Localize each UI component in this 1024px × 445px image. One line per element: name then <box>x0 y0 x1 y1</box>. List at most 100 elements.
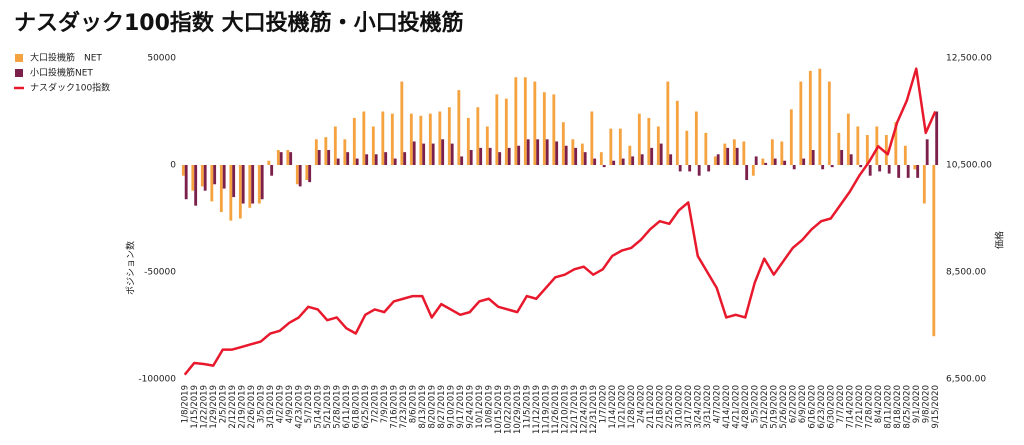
bar <box>675 100 679 165</box>
bar <box>697 165 701 176</box>
x-tick-label: 12/24/2019 <box>579 385 589 434</box>
x-tick-label: 7/28/2020 <box>864 385 874 429</box>
x-tick-label: 7/23/2019 <box>399 385 409 429</box>
bar <box>289 152 293 165</box>
y-axis-label: ポジション数 <box>125 241 137 295</box>
bar <box>647 117 651 165</box>
bar <box>764 162 768 165</box>
x-tick-label: 7/7/2020 <box>836 385 846 423</box>
x-tick-label: 2/11/2020 <box>646 385 656 429</box>
x-tick-label: 12/10/2019 <box>560 385 570 434</box>
bar <box>897 165 901 178</box>
bar <box>314 139 318 165</box>
x-tick-label: 2/4/2020 <box>636 385 646 423</box>
bar <box>818 68 822 165</box>
bar <box>723 143 727 165</box>
bar <box>650 147 654 165</box>
bar <box>770 139 774 165</box>
x-tick-label: 9/24/2019 <box>465 385 475 429</box>
bar <box>495 94 499 165</box>
bar <box>713 156 717 165</box>
bar <box>580 143 584 165</box>
x-tick-label: 2/19/2019 <box>237 385 247 429</box>
bar <box>181 165 185 176</box>
bar <box>479 147 483 165</box>
x-tick-label: 6/2/2020 <box>788 385 798 423</box>
bar <box>219 165 223 213</box>
bar <box>412 141 416 165</box>
bar <box>428 113 432 165</box>
bar <box>808 70 812 165</box>
x-tick-label: 10/29/2019 <box>513 385 523 434</box>
bar <box>821 165 825 170</box>
bar <box>802 158 806 165</box>
bar <box>837 132 841 165</box>
bar <box>431 143 435 165</box>
x-tick-label: 7/14/2020 <box>845 385 855 429</box>
x-tick-label: 12/17/2019 <box>570 385 580 434</box>
bar <box>200 165 204 187</box>
x-tick-label: 7/2/2019 <box>370 385 380 423</box>
x-tick-label: 5/5/2020 <box>750 385 760 423</box>
x-tick-label: 4/14/2020 <box>722 385 732 429</box>
x-tick-label: 5/21/2019 <box>323 385 333 429</box>
x-tick-label: 3/17/2020 <box>684 385 694 429</box>
bar <box>422 143 426 165</box>
legend-label: ナスダック100指数 <box>30 82 110 94</box>
bar <box>688 165 692 172</box>
bar <box>878 165 882 172</box>
bar <box>210 165 214 202</box>
bar <box>599 152 603 165</box>
x-tick-label: 10/1/2019 <box>475 385 485 429</box>
bar <box>621 158 625 165</box>
x-tick-label: 4/23/2019 <box>294 385 304 429</box>
x-tick-label: 3/24/2020 <box>693 385 703 429</box>
x-tick-label: 6/18/2019 <box>351 385 361 429</box>
bar <box>761 158 765 165</box>
bar <box>469 150 473 165</box>
bar <box>555 141 559 165</box>
bar <box>222 165 226 189</box>
bar <box>732 139 736 165</box>
bar <box>438 111 442 165</box>
x-tick-label: 8/18/2020 <box>893 385 903 429</box>
x-tick-label: 3/31/2020 <box>703 385 713 429</box>
bar <box>659 143 663 165</box>
bar <box>498 152 502 165</box>
bar <box>887 165 891 174</box>
bar <box>213 165 217 185</box>
bar <box>384 152 388 165</box>
x-tick-label: 1/22/2019 <box>199 385 209 429</box>
x-tick-label: 9/10/2019 <box>446 385 456 429</box>
bar <box>485 126 489 165</box>
chart-title: ナスダック100指数 大口投機筋・小口投機筋 <box>14 10 464 36</box>
bar <box>333 126 337 165</box>
x-tick-label: 1/8/2019 <box>180 385 190 423</box>
bar <box>279 152 283 165</box>
x-tick-label: 1/29/2019 <box>209 385 219 429</box>
bar <box>251 165 255 204</box>
bar <box>324 137 328 165</box>
bar <box>533 81 537 165</box>
bar <box>403 152 407 165</box>
y2-axis-label: 価格 <box>994 231 1006 249</box>
bar <box>336 158 340 165</box>
bar <box>846 113 850 165</box>
x-tick-label: 4/2/2019 <box>275 385 285 423</box>
bar <box>450 143 454 165</box>
x-tick-label: 3/10/2020 <box>674 385 684 429</box>
bar <box>460 156 464 165</box>
bar <box>305 165 309 180</box>
bar <box>400 81 404 165</box>
x-tick-label: 2/12/2019 <box>228 385 238 429</box>
x-tick-label: 8/25/2020 <box>902 385 912 429</box>
bar <box>346 152 350 165</box>
x-tick-label: 5/28/2019 <box>332 385 342 429</box>
bar <box>593 158 597 165</box>
x-tick-label: 4/7/2020 <box>712 385 722 423</box>
x-tick-label: 4/9/2019 <box>285 385 295 423</box>
bar <box>317 150 321 165</box>
bar <box>903 145 907 165</box>
y-tick-label: -50000 <box>144 268 176 278</box>
